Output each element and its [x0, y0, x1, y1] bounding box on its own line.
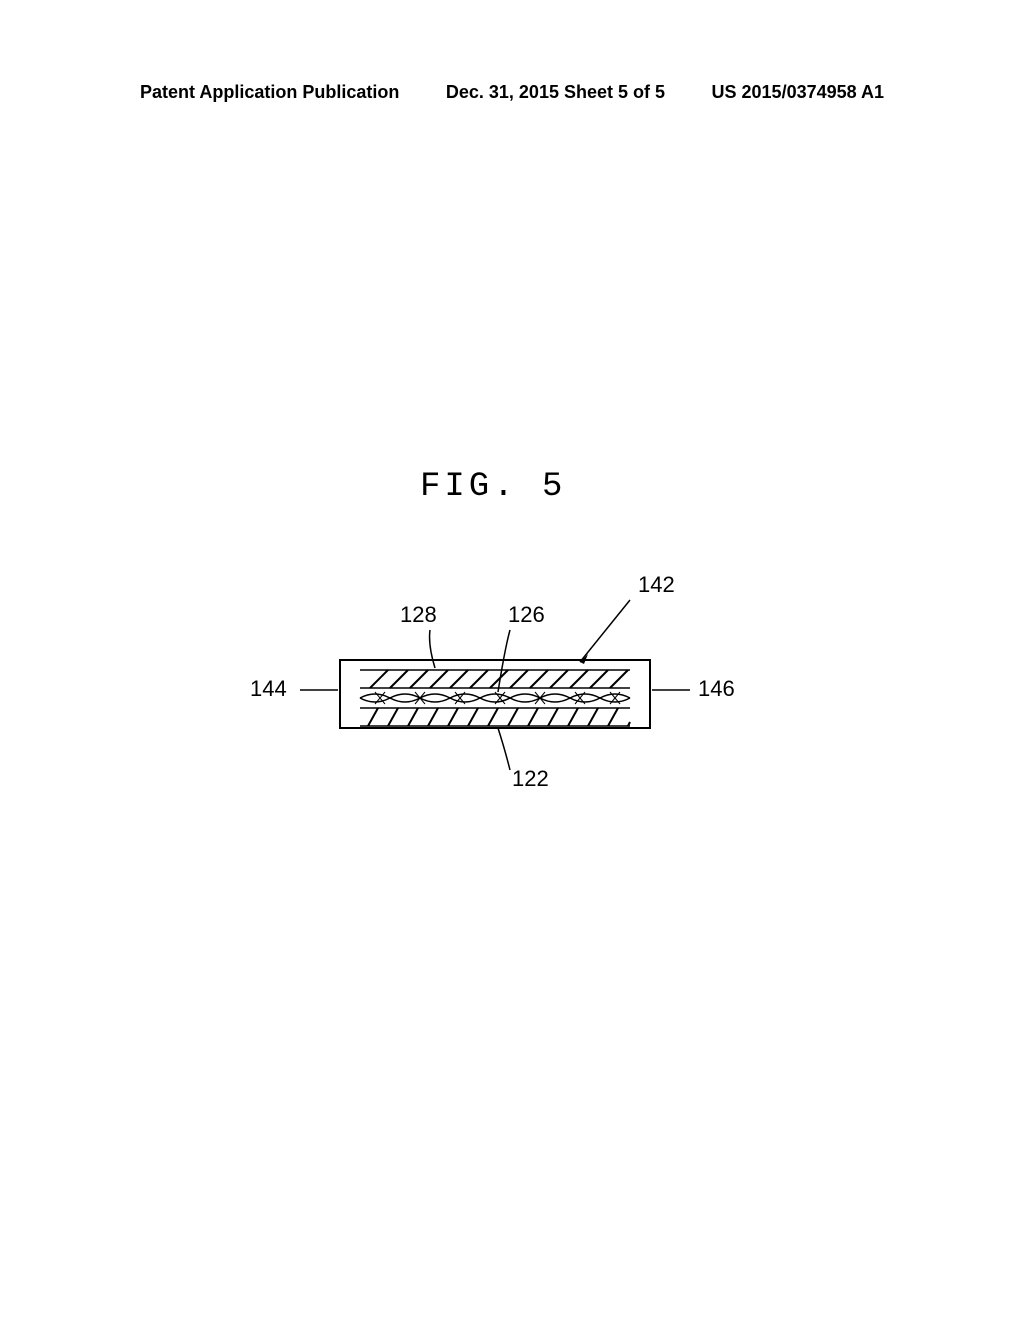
ref-142: 142: [638, 572, 675, 598]
header-date-sheet: Dec. 31, 2015 Sheet 5 of 5: [446, 82, 665, 103]
figure-label: FIG. 5: [420, 468, 566, 506]
figure-5-diagram: 128 126 142 144 146 122: [250, 550, 770, 800]
middle-braid-layer: [360, 692, 630, 704]
ref-146: 146: [698, 676, 735, 702]
page-header: Patent Application Publication Dec. 31, …: [0, 82, 1024, 103]
ref-126: 126: [508, 602, 545, 628]
header-publication: Patent Application Publication: [140, 82, 399, 103]
ref-128: 128: [400, 602, 437, 628]
figure-svg: [250, 550, 770, 800]
lead-lines: [300, 600, 690, 770]
top-hatch-layer: [360, 670, 630, 688]
ref-122: 122: [512, 766, 549, 792]
header-pub-number: US 2015/0374958 A1: [712, 82, 884, 103]
ref-144: 144: [250, 676, 287, 702]
bottom-hatch-layer: [360, 708, 630, 726]
